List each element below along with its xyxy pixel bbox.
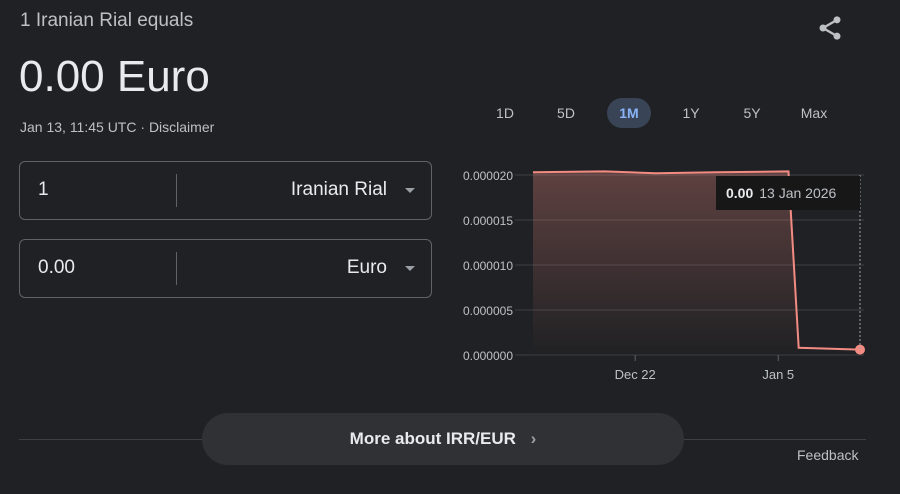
y-tick-label: 0.000010 — [463, 259, 513, 273]
chart-line — [532, 170, 861, 351]
disclaimer-link[interactable]: Disclaimer — [148, 119, 215, 135]
range-tab-1d[interactable]: 1D — [496, 105, 514, 121]
conversion-subtitle: 1 Iranian Rial equals — [20, 10, 194, 31]
from-amount-box: 1 Iranian Rial — [19, 161, 432, 220]
more-about-label: More about IRR/EUR — [349, 429, 516, 448]
feedback-link[interactable]: Feedback — [797, 447, 859, 463]
range-tab-5y[interactable]: 5Y — [743, 105, 761, 121]
separator: · — [140, 119, 146, 135]
chevron-right-icon: › — [530, 429, 537, 448]
more-about-button[interactable]: More about IRR/EUR › — [202, 413, 684, 465]
timestamp-line: Jan 13, 11:45 UTC · Disclaimer — [20, 119, 214, 135]
tooltip-date: 13 Jan 2026 — [759, 185, 837, 201]
to-amount-box: 0.00 Euro — [19, 239, 432, 298]
tooltip-value: 0.00 — [726, 185, 754, 201]
data-point — [855, 344, 865, 355]
y-tick-label: 0.000020 — [463, 169, 513, 183]
to-amount-input[interactable]: 0.00 — [38, 257, 75, 278]
range-tab-max[interactable]: Max — [800, 105, 828, 121]
x-tick-label: Jan 5 — [762, 367, 794, 382]
chart-area-fill — [533, 171, 799, 355]
divider — [176, 174, 177, 207]
chevron-down-icon[interactable] — [405, 266, 415, 271]
range-tab-1y[interactable]: 1Y — [682, 105, 700, 121]
from-amount-input[interactable]: 1 — [38, 179, 49, 200]
from-currency-select[interactable]: Iranian Rial — [290, 179, 387, 200]
chart-tooltip: 0.00 13 Jan 2026 — [716, 176, 860, 210]
y-tick-label: 0.000015 — [463, 214, 513, 228]
divider — [176, 252, 177, 285]
to-currency-select[interactable]: Euro — [346, 257, 387, 278]
range-tab-1m[interactable]: 1M — [607, 98, 651, 128]
share-icon[interactable] — [816, 14, 844, 42]
rate-chart[interactable]: 0.000020 0.000015 0.000010 0.000005 0.000000… — [440, 150, 880, 390]
range-tab-5d[interactable]: 5D — [557, 105, 575, 121]
conversion-result: 0.00 Euro — [19, 52, 210, 101]
timestamp: Jan 13, 11:45 UTC — [20, 119, 137, 135]
y-tick-label: 0.000005 — [463, 304, 513, 318]
y-tick-label: 0.000000 — [463, 349, 513, 363]
x-tick-label: Dec 22 — [615, 367, 656, 382]
chevron-down-icon[interactable] — [405, 188, 415, 193]
